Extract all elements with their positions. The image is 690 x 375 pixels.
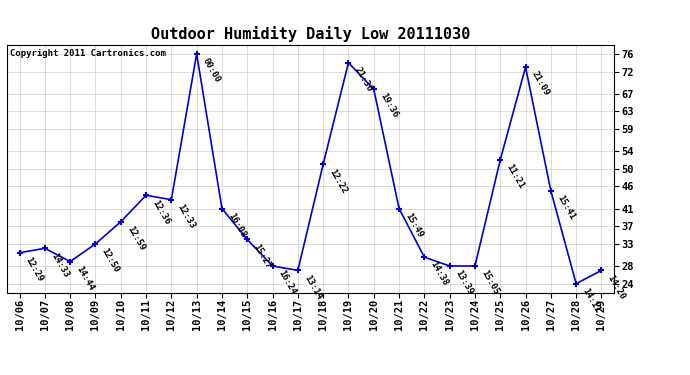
- Text: 21:36: 21:36: [353, 66, 374, 93]
- Text: 16:08: 16:08: [226, 211, 247, 239]
- Text: 14:33: 14:33: [49, 251, 70, 279]
- Text: 00:00: 00:00: [201, 57, 222, 84]
- Text: 14:11: 14:11: [580, 286, 602, 314]
- Text: 13:14: 13:14: [302, 273, 323, 301]
- Text: 12:22: 12:22: [327, 167, 348, 195]
- Text: 13:39: 13:39: [454, 269, 475, 297]
- Text: 12:33: 12:33: [175, 202, 197, 230]
- Text: 21:09: 21:09: [530, 70, 551, 98]
- Text: 16:24: 16:24: [277, 269, 298, 297]
- Text: 15:41: 15:41: [555, 194, 576, 221]
- Title: Outdoor Humidity Daily Low 20111030: Outdoor Humidity Daily Low 20111030: [151, 27, 470, 42]
- Text: 12:59: 12:59: [125, 225, 146, 252]
- Text: 14:20: 14:20: [606, 273, 627, 301]
- Text: 15:27: 15:27: [251, 242, 273, 270]
- Text: 11:21: 11:21: [504, 163, 526, 190]
- Text: Copyright 2011 Cartronics.com: Copyright 2011 Cartronics.com: [10, 49, 166, 58]
- Text: 19:36: 19:36: [378, 92, 399, 120]
- Text: 12:50: 12:50: [99, 247, 121, 274]
- Text: 15:49: 15:49: [403, 211, 424, 239]
- Text: 12:29: 12:29: [23, 255, 45, 283]
- Text: 14:44: 14:44: [75, 264, 95, 292]
- Text: 14:38: 14:38: [428, 260, 450, 288]
- Text: 15:05: 15:05: [479, 269, 500, 297]
- Text: 12:36: 12:36: [150, 198, 171, 226]
